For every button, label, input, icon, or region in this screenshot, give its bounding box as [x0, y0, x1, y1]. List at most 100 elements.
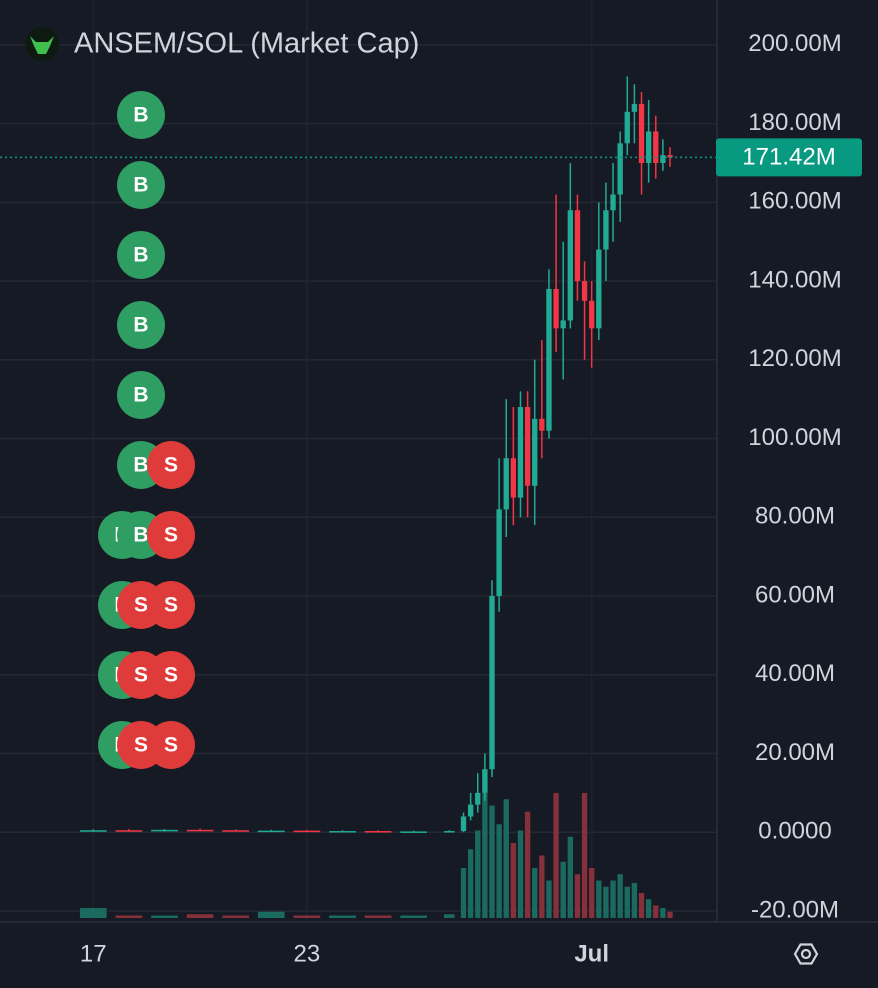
candle-body: [489, 596, 495, 770]
trade-marker-label: B: [133, 104, 148, 127]
volume-bar: [467, 849, 474, 918]
trade-marker: [117, 231, 165, 279]
volume-layer: [79, 793, 673, 918]
volume-bar: [443, 914, 455, 918]
volume-bar: [517, 830, 524, 918]
candle-body: [467, 804, 474, 817]
candle-body: [364, 831, 392, 833]
y-tick-label: 60.00M: [755, 581, 835, 608]
y-tick-label: 40.00M: [755, 660, 835, 687]
volume-bar: [293, 915, 321, 918]
candle-body: [79, 830, 107, 832]
candle-body: [638, 103, 645, 163]
trade-marker: [117, 161, 165, 209]
candle-body: [645, 131, 652, 163]
candle-body: [560, 320, 566, 329]
volume-bar: [524, 811, 531, 918]
trade-marker: [147, 651, 195, 699]
trade-marker: [147, 721, 195, 769]
candle-body: [546, 288, 552, 431]
trade-marker-label: B: [133, 314, 148, 337]
trade-marker-label: B: [133, 524, 148, 547]
candle-body: [603, 210, 609, 250]
volume-bar: [638, 893, 645, 918]
trade-marker-label: S: [164, 734, 178, 757]
y-tick-label: 160.00M: [748, 188, 841, 215]
candle-body: [482, 769, 488, 793]
volume-bar: [364, 915, 392, 918]
volume-bar: [581, 793, 588, 918]
volume-bar: [603, 886, 609, 918]
y-tick-label: 20.00M: [755, 739, 835, 766]
volume-bar: [631, 883, 638, 918]
candle-body: [443, 831, 455, 833]
volume-bar: [482, 793, 488, 918]
volume-bar: [532, 868, 538, 918]
price-label-box: [716, 138, 862, 177]
y-tick-label: 100.00M: [748, 424, 841, 451]
candle-body: [653, 131, 659, 163]
volume-bar: [489, 805, 495, 918]
volume-bar: [79, 908, 107, 918]
price-label: 171.42M: [742, 144, 835, 171]
candle-body: [539, 418, 545, 431]
volume-bar: [496, 824, 502, 918]
volume-bar: [667, 911, 673, 918]
trade-marker-label: S: [164, 524, 178, 547]
y-tick-label: 80.00M: [755, 503, 835, 530]
candle-body: [532, 418, 538, 486]
volume-bar: [539, 855, 545, 918]
trade-marker-label: S: [164, 664, 178, 687]
volume-bar: [115, 915, 143, 918]
volume-bar: [596, 880, 602, 918]
candle-body: [667, 155, 673, 158]
candle-body: [581, 281, 588, 301]
volume-bar: [589, 868, 595, 918]
volume-bar: [610, 880, 616, 918]
candle-body: [610, 194, 616, 211]
volume-bar: [151, 915, 178, 918]
volume-bar: [329, 915, 356, 918]
candle-body: [257, 830, 285, 833]
y-tick-label: 0.0000: [758, 818, 831, 845]
candle-body: [589, 300, 595, 329]
candle-body: [567, 210, 573, 321]
settings-button[interactable]: [793, 943, 819, 965]
volume-bar: [560, 861, 566, 918]
trade-marker: [117, 91, 165, 139]
volume-bar: [510, 843, 517, 918]
volume-bar: [400, 915, 428, 918]
trade-marker: [117, 301, 165, 349]
trade-marker-label: S: [134, 664, 148, 687]
candle-body: [510, 458, 517, 498]
candle-body: [631, 103, 638, 112]
y-tick-label: 120.00M: [748, 345, 841, 372]
trade-marker-label: S: [164, 454, 178, 477]
trade-marker: [147, 511, 195, 559]
candle-body: [503, 458, 509, 510]
volume-bar: [660, 908, 666, 918]
candle-body: [524, 407, 531, 486]
candle-body: [475, 792, 481, 805]
trade-marker: [147, 581, 195, 629]
volume-bar: [653, 905, 659, 918]
volume-bar: [186, 914, 214, 918]
volume-bar: [574, 874, 581, 918]
trade-marker-label: B: [133, 174, 148, 197]
x-tick-label: Jul: [574, 940, 609, 967]
volume-bar: [257, 911, 285, 918]
x-tick-label: 17: [80, 940, 107, 967]
volume-bar: [222, 915, 250, 918]
candle-body: [496, 509, 502, 597]
candle-layer: [79, 76, 673, 833]
candle-body: [617, 143, 623, 195]
volume-bar: [624, 886, 630, 918]
volume-bar: [546, 880, 552, 918]
candle-body: [460, 816, 467, 832]
x-tick-label: 23: [294, 940, 321, 967]
candle-body: [293, 830, 321, 833]
trade-marker-label: B: [133, 384, 148, 407]
marker-layer: BBBBBBSBBSBSSBSSBSS: [98, 91, 195, 769]
